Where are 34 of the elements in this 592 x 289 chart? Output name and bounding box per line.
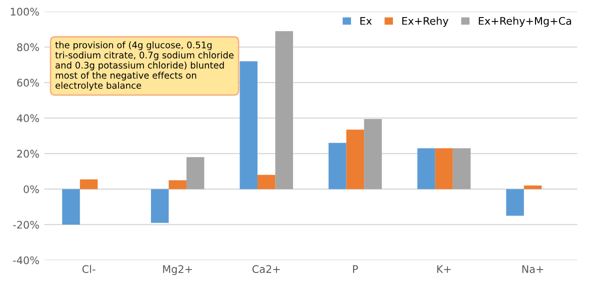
bar <box>328 142 346 190</box>
bar <box>62 189 80 225</box>
y-tick-label: 20% <box>17 150 39 158</box>
bar <box>452 148 471 190</box>
bar <box>346 130 364 190</box>
x-tick-label: Cl- <box>82 264 96 274</box>
legend-label: Ex+Rehy <box>402 16 448 27</box>
y-tick-label: 40% <box>16 114 39 122</box>
bar <box>506 189 524 216</box>
bar <box>150 189 169 223</box>
x-tick-label: Na+ <box>522 265 544 274</box>
bar <box>186 157 204 190</box>
y-tick-label: 100% <box>10 8 39 16</box>
bar <box>364 118 382 190</box>
annotation: the provision of (4g glucose, 0.51g tri-sodium citrate, 0.7g sodium chloride and 0.3g potassium chloride) blunted most of the negative effects on electrolyte balance <box>55 41 234 91</box>
bar <box>275 31 294 190</box>
x-tick-label: K+ <box>437 265 451 273</box>
bar <box>80 179 98 190</box>
bar <box>240 61 258 190</box>
bar <box>524 186 542 190</box>
bar <box>168 180 186 190</box>
bar <box>435 148 453 190</box>
legend-label: Ex <box>360 17 372 25</box>
x-tick-label: P <box>353 265 358 273</box>
bar <box>258 174 276 190</box>
y-tick-label: 80% <box>17 43 39 52</box>
y-tick-label: -40% <box>13 256 39 264</box>
x-tick-label: Ca2+ <box>252 265 280 274</box>
legend-label: Ex+Rehy+Mg+Ca <box>478 16 572 27</box>
y-tick-label: -20% <box>13 220 39 229</box>
x-tick-label: Mg2+ <box>163 265 192 276</box>
bar <box>417 148 436 190</box>
y-tick-label: 60% <box>17 78 39 87</box>
y-tick-label: 0% <box>24 185 39 194</box>
